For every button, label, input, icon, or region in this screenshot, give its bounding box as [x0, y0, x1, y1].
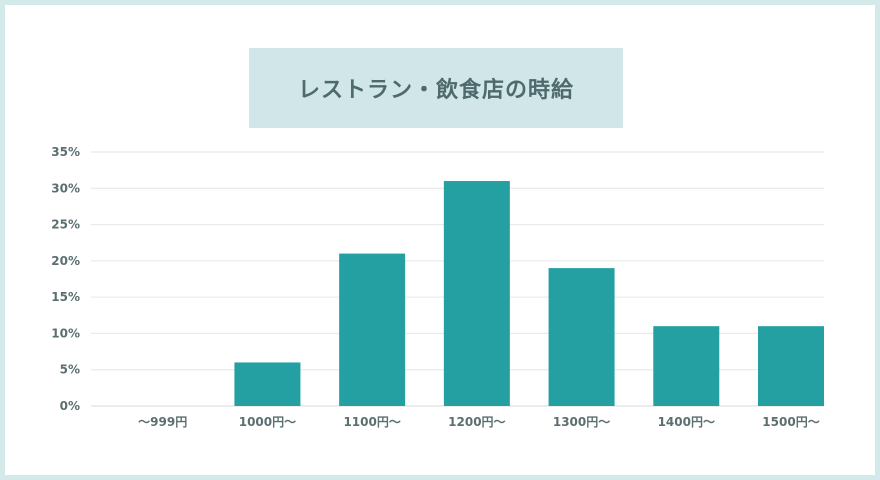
bar	[758, 326, 824, 406]
bar	[443, 181, 510, 406]
x-tick-label: 1300円〜	[553, 415, 610, 429]
bar	[339, 253, 406, 406]
y-tick-label: 15%	[51, 290, 80, 304]
x-tick-label: 1000円〜	[239, 415, 296, 429]
y-tick-label: 20%	[51, 254, 80, 268]
chart-title: レストラン・飲食店の時給	[297, 78, 574, 103]
x-tick-label: 1500円〜	[762, 415, 819, 429]
y-tick-label: 25%	[51, 218, 80, 232]
y-tick-label: 35%	[51, 145, 80, 159]
y-tick-label: 30%	[51, 181, 80, 195]
x-tick-label: 1100円〜	[343, 415, 400, 429]
y-tick-label: 10%	[51, 326, 80, 340]
x-tick-label: 1400円〜	[658, 415, 715, 429]
y-tick-label: 5%	[60, 363, 80, 377]
bar	[234, 362, 301, 406]
y-tick-label: 0%	[60, 399, 80, 413]
bar	[653, 326, 720, 406]
x-tick-label: 〜999円	[138, 415, 187, 429]
x-tick-label: 1200円〜	[448, 415, 505, 429]
chart-title-box: レストラン・飲食店の時給	[249, 48, 623, 128]
bar	[548, 268, 615, 406]
